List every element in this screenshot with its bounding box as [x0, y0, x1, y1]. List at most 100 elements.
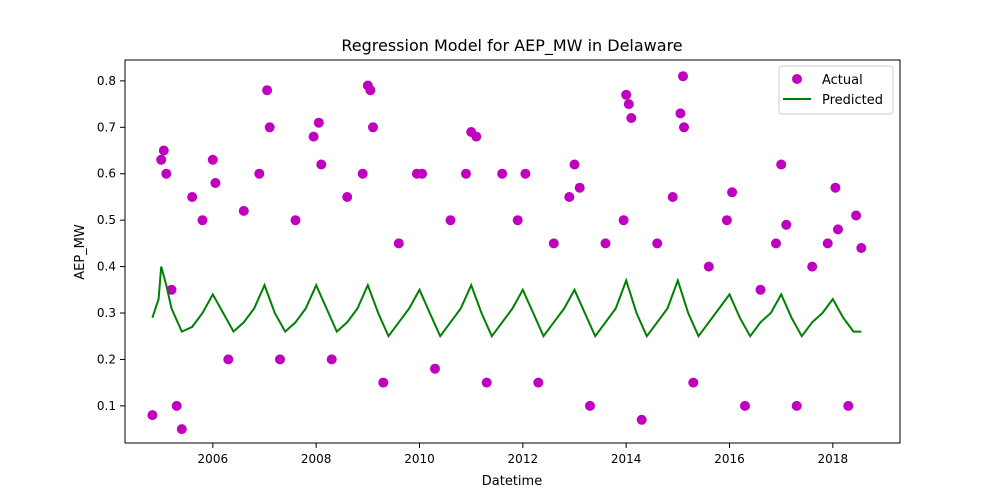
actual-point	[461, 168, 471, 179]
actual-point	[342, 192, 353, 202]
actual-point	[166, 284, 177, 295]
actual-point	[156, 154, 167, 165]
actual-point	[791, 400, 802, 411]
actual-point	[843, 400, 854, 411]
actual-point	[679, 122, 689, 133]
legend-actual-marker	[792, 74, 802, 84]
actual-point	[623, 99, 634, 110]
actual-point	[569, 159, 580, 170]
y-tick-label: 0.4	[97, 260, 116, 274]
actual-point	[171, 400, 182, 411]
actual-point	[822, 238, 833, 249]
legend-predicted-label: Predicted	[822, 93, 883, 108]
actual-point	[830, 182, 841, 193]
actual-point	[262, 85, 273, 96]
actual-point	[721, 215, 732, 226]
actual-point	[393, 238, 404, 249]
actual-point	[368, 122, 378, 133]
actual-point	[652, 238, 663, 249]
actual-point	[313, 117, 324, 128]
actual-series	[147, 71, 867, 435]
actual-point	[430, 363, 440, 374]
y-tick-label: 0.1	[97, 399, 116, 413]
actual-point	[147, 410, 158, 421]
y-tick-label: 0.7	[97, 120, 116, 134]
actual-point	[275, 354, 285, 365]
actual-point	[520, 168, 531, 179]
actual-point	[688, 377, 699, 388]
y-tick-label: 0.8	[97, 74, 116, 88]
actual-point	[365, 85, 376, 96]
actual-point	[308, 131, 319, 142]
actual-point	[851, 210, 862, 221]
actual-point	[675, 108, 686, 119]
actual-point	[357, 168, 368, 179]
actual-point	[667, 192, 678, 202]
actual-point	[833, 224, 843, 235]
actual-point	[626, 113, 637, 123]
actual-point	[585, 400, 595, 411]
actual-point	[781, 219, 792, 230]
x-axis-label: Datetime	[482, 474, 542, 489]
y-axis: 0.1 0.2 0.3 0.4 0.5 0.6 0.7 0.8	[97, 74, 125, 413]
actual-point	[755, 284, 766, 295]
legend: Actual Predicted	[778, 65, 894, 115]
actual-point	[290, 215, 301, 226]
actual-point	[856, 243, 867, 253]
actual-point	[481, 377, 492, 388]
actual-point	[807, 261, 818, 272]
actual-point	[176, 424, 187, 435]
actual-point	[618, 215, 629, 226]
actual-point	[512, 215, 523, 226]
actual-point	[621, 89, 632, 100]
y-tick-label: 0.6	[97, 167, 116, 181]
actual-point	[161, 168, 172, 179]
actual-point	[497, 168, 508, 179]
x-tick-label: 2012	[508, 452, 539, 466]
actual-point	[533, 377, 544, 388]
actual-point	[210, 178, 221, 188]
actual-point	[564, 192, 575, 202]
actual-point	[187, 192, 198, 202]
actual-point	[326, 354, 337, 365]
actual-point	[445, 215, 456, 226]
actual-point	[207, 154, 218, 165]
actual-point	[636, 414, 647, 425]
x-tick-label: 2008	[301, 452, 332, 466]
actual-point	[771, 238, 781, 249]
actual-point	[548, 238, 559, 249]
actual-point	[574, 182, 585, 193]
actual-point	[727, 187, 738, 198]
actual-point	[471, 131, 482, 142]
y-tick-label: 0.5	[97, 213, 116, 227]
x-tick-label: 2006	[198, 452, 229, 466]
legend-actual-label: Actual	[822, 73, 863, 88]
x-tick-label: 2016	[714, 452, 745, 466]
actual-point	[158, 145, 169, 156]
x-axis: 2006 2008 2010 2012 2014 2016 2018	[198, 443, 849, 466]
actual-point	[600, 238, 611, 249]
actual-point	[703, 261, 714, 272]
actual-point	[223, 354, 234, 365]
actual-point	[417, 168, 428, 179]
actual-point	[776, 159, 787, 170]
actual-point	[254, 168, 265, 179]
y-tick-label: 0.2	[97, 352, 116, 366]
x-tick-label: 2010	[404, 452, 435, 466]
plot-frame	[124, 59, 901, 444]
x-tick-label: 2018	[818, 452, 849, 466]
y-tick-label: 0.3	[97, 306, 116, 320]
predicted-line	[151, 266, 862, 339]
actual-point	[316, 159, 327, 170]
legend-box	[778, 65, 894, 115]
plot-area	[147, 71, 867, 435]
chart-title: Regression Model for AEP_MW in Delaware	[341, 36, 682, 56]
actual-point	[238, 205, 249, 216]
actual-point	[197, 215, 208, 226]
actual-point	[740, 400, 750, 411]
y-axis-label: AEP_MW	[73, 224, 88, 280]
actual-point	[264, 122, 275, 133]
actual-point	[378, 377, 389, 388]
x-tick-label: 2014	[611, 452, 642, 466]
